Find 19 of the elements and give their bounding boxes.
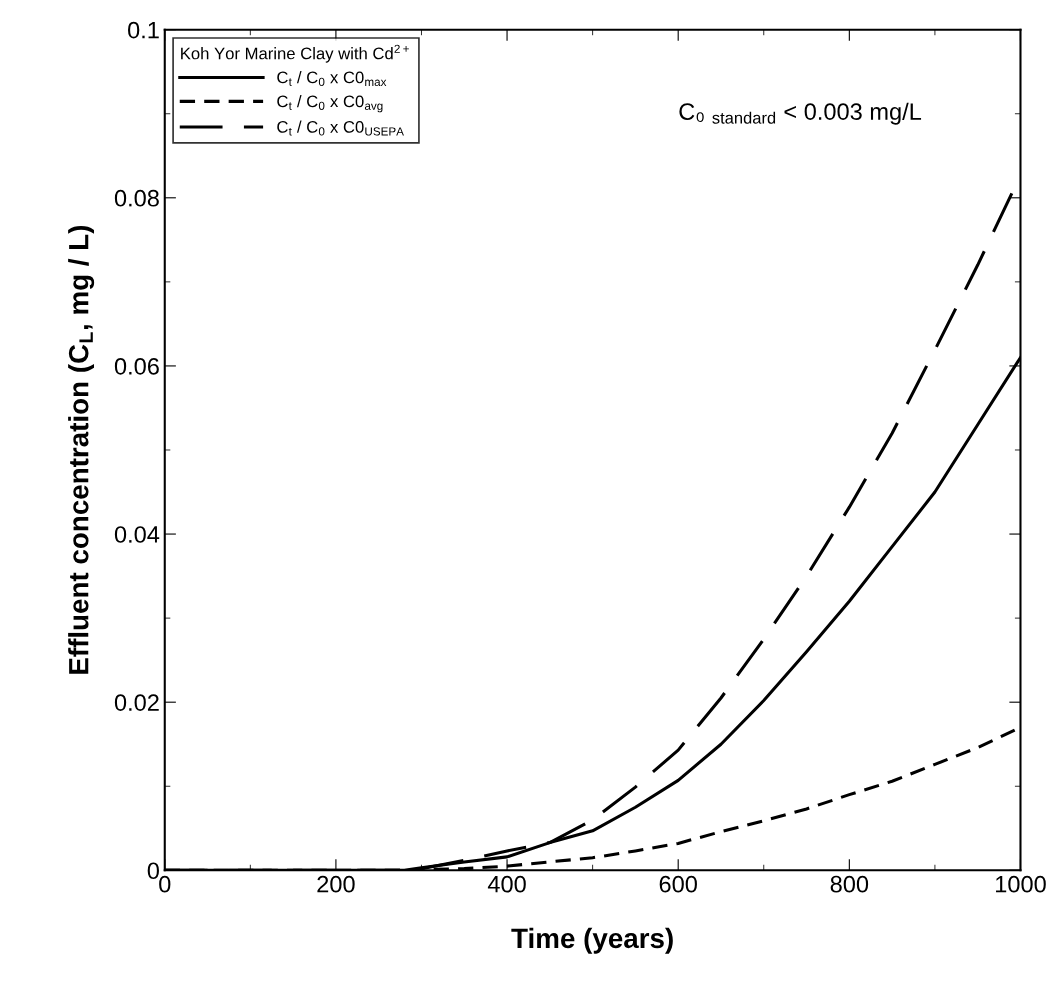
legend-label: C$_{t}$ / C$_{0}$ x C0$_{USEPA}$ [277, 120, 404, 136]
legend-title: Koh Yor Marine Clay with Cd$^{2+}$ [181, 44, 409, 63]
y-tick-label: 0.08 [114, 189, 159, 207]
legend-label: C$_{t}$ / C$_{0}$ x C0$_{max}$ [277, 71, 387, 87]
y-tick-label: 0.1 [128, 21, 159, 39]
y-tick-label: 0.02 [114, 694, 159, 711]
x-tick-label: 400 [487, 875, 526, 893]
x-tick-label: 600 [659, 875, 697, 893]
x-tick-label: 1000 [996, 875, 1046, 893]
x-tick-label: 800 [830, 875, 869, 893]
y-tick-label: 0.06 [114, 358, 159, 375]
x-tick-label: 0 [159, 875, 171, 893]
x-axis-title: Time (years) [511, 927, 673, 954]
y-tick-label: 0.04 [114, 526, 160, 543]
x-tick-label: 200 [317, 875, 355, 893]
legend-label: C$_{t}$ / C$_{0}$ x C0$_{avg}$ [277, 95, 383, 113]
y-tick-label: 0 [147, 862, 159, 880]
annotation: C₀ $_{standard}$ < 0.003 mg/L [679, 102, 922, 125]
y-axis-title: Effluent concentration (C$_{L}$, mg / L) [68, 225, 95, 674]
